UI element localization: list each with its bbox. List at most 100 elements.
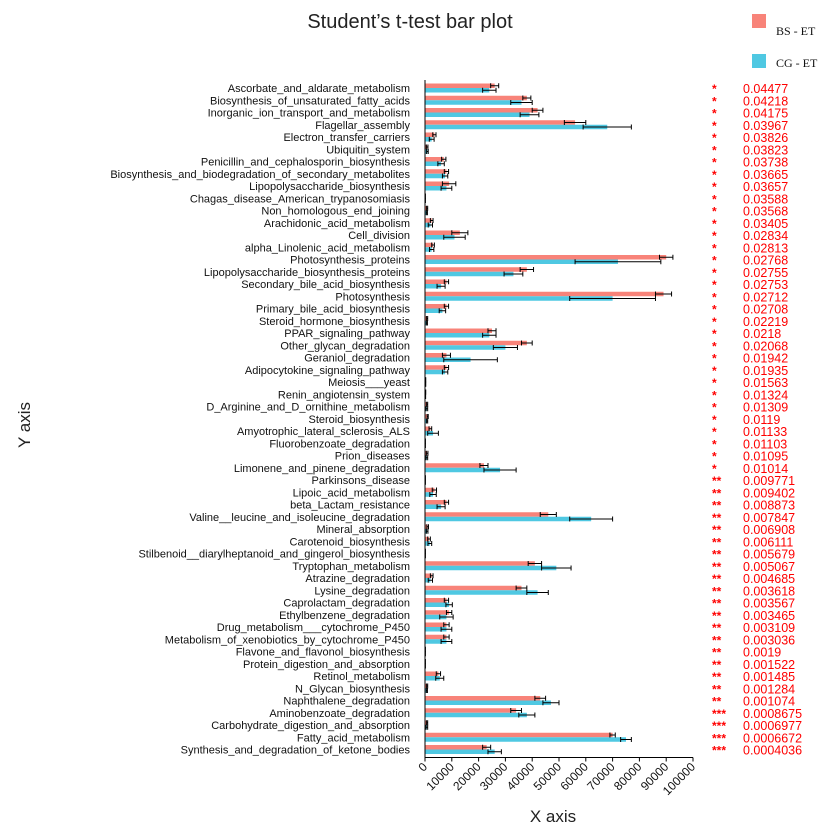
category-label: Photosynthesis_proteins bbox=[290, 255, 410, 267]
bar-cg-et bbox=[425, 345, 506, 350]
bar-cg-et bbox=[425, 492, 434, 497]
errorbar-bs-et bbox=[445, 610, 453, 615]
errorbar-cg-et bbox=[425, 406, 429, 412]
errorbar-bs-et bbox=[654, 291, 673, 297]
plot-area bbox=[424, 83, 674, 755]
errorbar-cg-et bbox=[425, 688, 428, 693]
bar-bs-et bbox=[425, 708, 517, 713]
p-value: 0.03405 bbox=[743, 217, 788, 231]
p-value: 0.02753 bbox=[743, 278, 788, 292]
bar-cg-et bbox=[425, 627, 447, 632]
errorbar-cg-et bbox=[518, 712, 536, 718]
bar-cg-et bbox=[425, 222, 431, 228]
errorbar-bs-et bbox=[563, 120, 587, 125]
p-value: 0.02755 bbox=[743, 266, 788, 280]
category-label: Metabolism_of_xenobiotics_by_cytochrome_… bbox=[165, 634, 410, 646]
errorbar-cg-et bbox=[441, 173, 449, 179]
category-label: N_Glycan_biosynthesis bbox=[295, 683, 410, 695]
significance-stars: * bbox=[712, 450, 717, 464]
category-label: Amyotrophic_lateral_sclerosis_ALS bbox=[237, 426, 410, 438]
bar-cg-et bbox=[425, 333, 490, 338]
x-axis-label: X axis bbox=[530, 807, 576, 826]
bar-bs-et bbox=[425, 426, 431, 431]
category-label: Stilbenoid__diarylheptanoid_and_gingerol… bbox=[138, 549, 410, 561]
errorbar-cg-et bbox=[519, 112, 540, 118]
p-value: 0.03738 bbox=[743, 156, 788, 170]
errorbar-cg-et bbox=[428, 136, 435, 142]
errorbar-bs-et bbox=[426, 720, 429, 726]
significance-stars: * bbox=[712, 376, 717, 390]
p-value-labels: 0.044770.042180.041750.039670.038260.038… bbox=[743, 82, 802, 758]
significance-stars: * bbox=[712, 437, 717, 451]
bar-bs-et bbox=[425, 353, 447, 358]
errorbar-bs-et bbox=[427, 536, 431, 542]
x-tick-label: 20000 bbox=[450, 759, 484, 793]
bar-bs-et bbox=[425, 414, 428, 419]
errorbar-bs-et bbox=[487, 328, 497, 334]
significance-stars: * bbox=[712, 315, 717, 329]
errorbar-bs-et bbox=[519, 267, 535, 272]
p-value: 0.04175 bbox=[743, 107, 788, 121]
errorbar-cg-et bbox=[425, 724, 429, 730]
significance-stars: ** bbox=[712, 682, 722, 696]
bar-bs-et bbox=[425, 487, 435, 493]
bar-bs-et bbox=[425, 157, 444, 162]
p-value: 0.01133 bbox=[743, 425, 787, 439]
x-axis: 0100002000030000400005000060000700008000… bbox=[415, 80, 698, 798]
errorbar-bs-et bbox=[426, 401, 429, 407]
significance-stars: ** bbox=[712, 523, 722, 537]
significance-stars: ** bbox=[712, 597, 722, 611]
errorbar-bs-et bbox=[531, 107, 544, 113]
bar-cg-et bbox=[425, 578, 431, 583]
errorbar-bs-et bbox=[426, 205, 429, 211]
significance-stars: ** bbox=[712, 621, 722, 635]
significance-stars: * bbox=[712, 266, 717, 280]
significance-stars: * bbox=[712, 82, 717, 96]
category-label: Renin_angiotensin_system bbox=[278, 389, 410, 401]
category-label: Inorganic_ion_transport_and_metabolism bbox=[208, 108, 410, 120]
p-value: 0.001074 bbox=[743, 695, 795, 709]
category-label: PPAR_signaling_pathway bbox=[284, 328, 410, 340]
errorbar-cg-et bbox=[574, 259, 662, 265]
category-label: Tryptophan_metabolism bbox=[292, 561, 410, 573]
errorbar-cg-et bbox=[443, 234, 466, 240]
errorbar-cg-et bbox=[620, 737, 632, 742]
p-value: 0.008873 bbox=[743, 499, 795, 513]
p-value: 0.02834 bbox=[743, 229, 788, 243]
significance-stars: ** bbox=[712, 670, 722, 684]
bar-bs-et bbox=[425, 745, 487, 750]
category-label: Flavone_and_flavonol_biosynthesis bbox=[236, 647, 411, 659]
p-value: 0.03588 bbox=[743, 192, 788, 206]
bar-bs-et bbox=[425, 585, 522, 591]
p-value: 0.03665 bbox=[743, 168, 788, 182]
category-label: Fluorobenzoate_degradation bbox=[269, 438, 410, 450]
errorbar-cg-et bbox=[427, 577, 434, 583]
bar-cg-et bbox=[425, 271, 514, 277]
bar-bs-et bbox=[425, 524, 428, 529]
category-label: Naphthalene_degradation bbox=[283, 696, 410, 708]
significance-stars: *** bbox=[712, 744, 726, 758]
significance-stars: * bbox=[712, 143, 717, 157]
significance-markers: ****************************************… bbox=[712, 82, 726, 758]
p-value: 0.003567 bbox=[743, 597, 795, 611]
errorbar-bs-et bbox=[451, 230, 469, 236]
bar-cg-et bbox=[425, 112, 530, 117]
p-value: 0.001485 bbox=[743, 670, 795, 684]
category-label: Biosynthesis_and_biodegradation_of_secon… bbox=[110, 169, 410, 181]
bar-bs-et bbox=[425, 108, 538, 113]
p-value: 0.01103 bbox=[743, 437, 787, 451]
errorbar-cg-et bbox=[440, 626, 453, 632]
legend-swatch-cg-et bbox=[752, 54, 766, 68]
category-label: Meiosis___yeast bbox=[328, 377, 410, 389]
errorbar-cg-et bbox=[427, 430, 439, 436]
category-label: Other_glycan_degradation bbox=[280, 340, 410, 352]
errorbar-cg-et bbox=[503, 271, 524, 277]
bar-cg-et bbox=[425, 124, 608, 130]
errorbar-bs-et bbox=[429, 218, 434, 223]
errorbar-bs-et bbox=[609, 732, 616, 738]
bar-cg-et bbox=[425, 137, 432, 142]
bar-bs-et bbox=[425, 169, 447, 174]
p-value: 0.0006672 bbox=[743, 731, 802, 745]
category-label: Secondary_bile_acid_biosynthesis bbox=[241, 279, 410, 291]
significance-stars: * bbox=[712, 131, 717, 145]
